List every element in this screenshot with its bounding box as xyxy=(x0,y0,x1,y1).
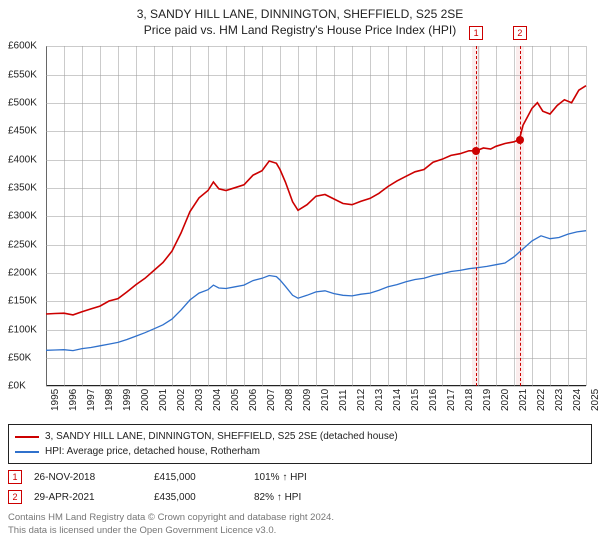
y-tick-label: £0K xyxy=(8,381,26,392)
sale-date: 29-APR-2021 xyxy=(34,492,154,503)
x-tick-label: 2017 xyxy=(446,389,457,411)
sale-row: 2 29-APR-2021£435,00082% ↑ HPI xyxy=(8,490,592,504)
sale-price: £435,000 xyxy=(154,492,254,503)
x-tick-label: 2023 xyxy=(554,389,565,411)
x-tick-label: 2015 xyxy=(410,389,421,411)
y-tick-label: £250K xyxy=(8,239,37,250)
attribution-line-1: Contains HM Land Registry data © Crown c… xyxy=(8,512,592,525)
legend-row: 3, SANDY HILL LANE, DINNINGTON, SHEFFIEL… xyxy=(15,429,585,444)
x-tick-label: 2000 xyxy=(140,389,151,411)
attribution: Contains HM Land Registry data © Crown c… xyxy=(8,512,592,538)
attribution-line-2: This data is licensed under the Open Gov… xyxy=(8,525,592,538)
series-svg xyxy=(46,46,586,386)
sale-index-badge: 1 xyxy=(8,470,22,484)
x-tick-label: 2001 xyxy=(158,389,169,411)
x-tick-label: 2008 xyxy=(284,389,295,411)
chart-container: 3, SANDY HILL LANE, DINNINGTON, SHEFFIEL… xyxy=(0,0,600,560)
sale-index-badge: 2 xyxy=(8,490,22,504)
gridline-h xyxy=(46,386,586,387)
y-tick-label: £450K xyxy=(8,126,37,137)
sale-marker-line xyxy=(476,46,477,386)
x-tick-label: 1995 xyxy=(50,389,61,411)
legend-label: HPI: Average price, detached house, Roth… xyxy=(45,444,260,459)
sale-row: 1 26-NOV-2018£415,000101% ↑ HPI xyxy=(8,470,592,484)
x-tick-label: 2018 xyxy=(464,389,475,411)
x-tick-label: 2016 xyxy=(428,389,439,411)
legend: 3, SANDY HILL LANE, DINNINGTON, SHEFFIEL… xyxy=(8,424,592,464)
legend-swatch xyxy=(15,451,39,453)
x-tick-label: 2002 xyxy=(176,389,187,411)
legend-label: 3, SANDY HILL LANE, DINNINGTON, SHEFFIEL… xyxy=(45,429,398,444)
x-tick-label: 2010 xyxy=(320,389,331,411)
y-tick-label: £400K xyxy=(8,154,37,165)
x-tick-label: 1996 xyxy=(68,389,79,411)
y-tick-label: £350K xyxy=(8,183,37,194)
x-tick-label: 2019 xyxy=(482,389,493,411)
x-tick-label: 2013 xyxy=(374,389,385,411)
x-tick-label: 2012 xyxy=(356,389,367,411)
sale-hpi: 82% ↑ HPI xyxy=(254,492,301,503)
x-tick-label: 2025 xyxy=(590,389,600,411)
legend-row: HPI: Average price, detached house, Roth… xyxy=(15,444,585,459)
y-tick-label: £500K xyxy=(8,98,37,109)
sale-marker-point xyxy=(472,147,480,155)
x-tick-label: 2022 xyxy=(536,389,547,411)
x-tick-label: 2011 xyxy=(338,390,349,412)
x-tick-label: 1998 xyxy=(104,389,115,411)
sales-table: 1 26-NOV-2018£415,000101% ↑ HPI 2 29-APR-20… xyxy=(8,464,592,504)
y-tick-label: £100K xyxy=(8,324,37,335)
x-tick-label: 2009 xyxy=(302,389,313,411)
title-line-2: Price paid vs. HM Land Registry's House … xyxy=(8,22,592,38)
x-tick-label: 2014 xyxy=(392,389,403,411)
y-tick-label: £300K xyxy=(8,211,37,222)
x-tick-label: 2024 xyxy=(572,389,583,411)
x-tick-label: 2007 xyxy=(266,389,277,411)
x-tick-label: 2004 xyxy=(212,389,223,411)
y-tick-label: £600K xyxy=(8,41,37,52)
x-tick-label: 2021 xyxy=(518,389,529,411)
x-tick-label: 2020 xyxy=(500,389,511,411)
sale-hpi: 101% ↑ HPI xyxy=(254,472,307,483)
y-tick-label: £200K xyxy=(8,268,37,279)
legend-swatch xyxy=(15,436,39,438)
y-tick-label: £550K xyxy=(8,69,37,80)
x-tick-label: 2006 xyxy=(248,389,259,411)
gridline-v xyxy=(586,46,587,386)
sale-marker-line xyxy=(520,46,521,386)
series-hpi xyxy=(46,231,586,351)
plot-area xyxy=(46,46,586,386)
x-tick-label: 2003 xyxy=(194,389,205,411)
x-tick-label: 1999 xyxy=(122,389,133,411)
sale-marker-point xyxy=(516,136,524,144)
y-tick-label: £150K xyxy=(8,296,37,307)
chart: £0K £50K £100K £150K £200K £250K £300K £350K £40… xyxy=(8,42,592,420)
x-tick-label: 1997 xyxy=(86,389,97,411)
x-tick-label: 2005 xyxy=(230,389,241,411)
sale-date: 26-NOV-2018 xyxy=(34,472,154,483)
y-tick-label: £50K xyxy=(8,353,31,364)
sale-price: £415,000 xyxy=(154,472,254,483)
series-price_paid xyxy=(46,86,586,315)
title-line-1: 3, SANDY HILL LANE, DINNINGTON, SHEFFIEL… xyxy=(8,6,592,22)
